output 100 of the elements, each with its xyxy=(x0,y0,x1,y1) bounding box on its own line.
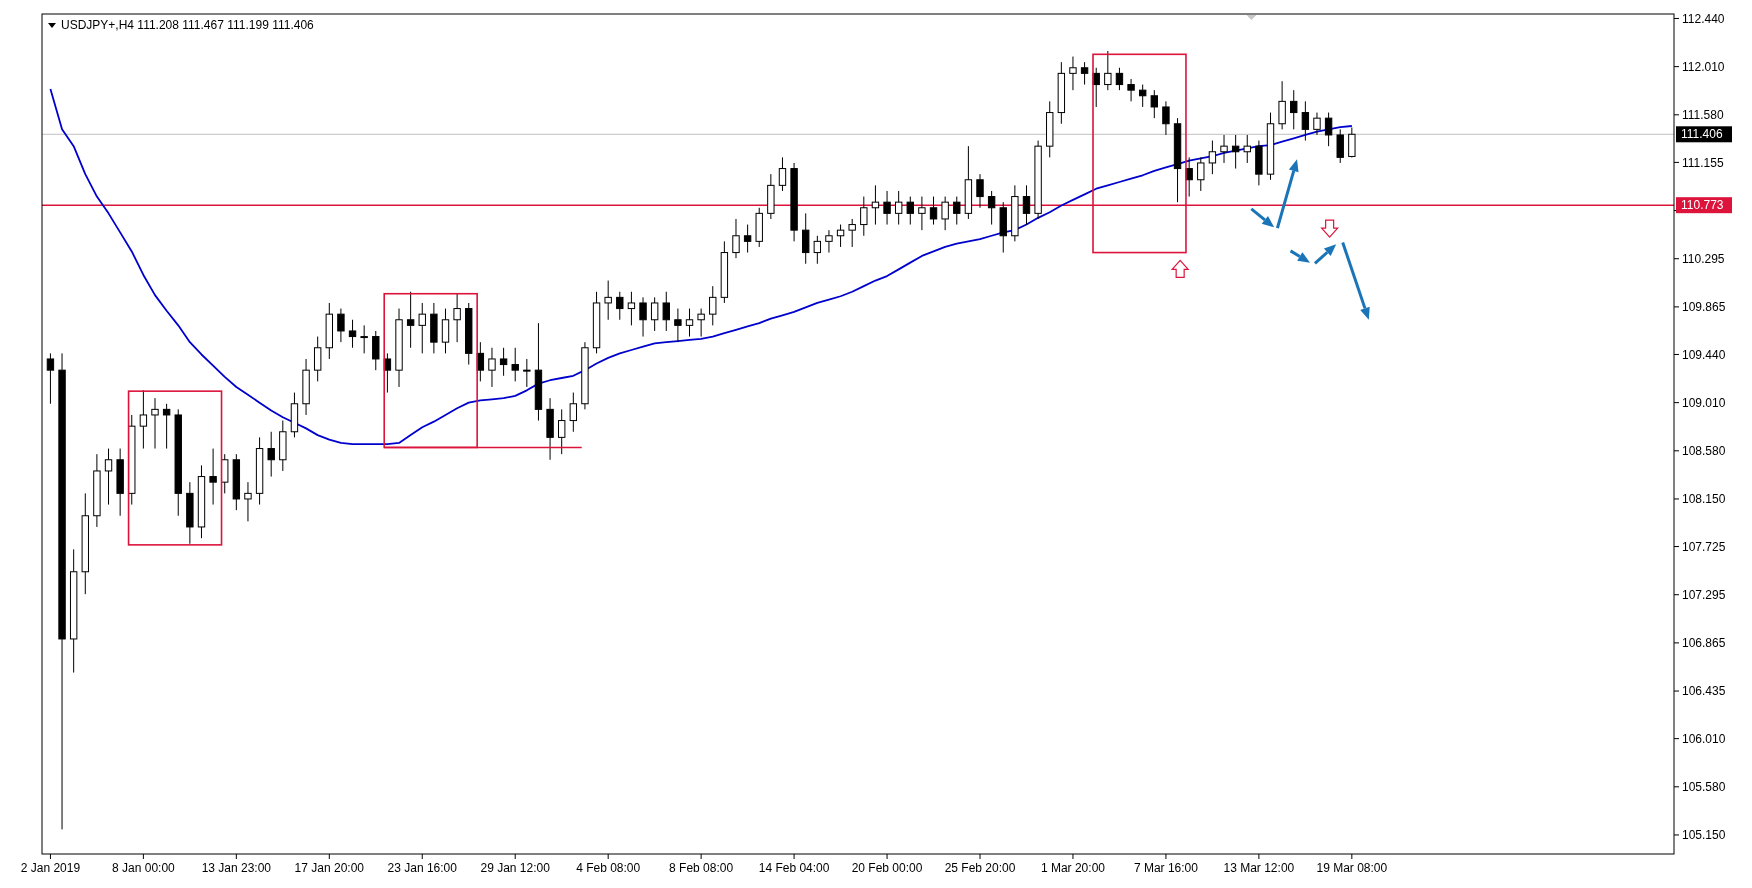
candlestick xyxy=(523,358,531,388)
candlestick xyxy=(406,291,415,349)
candlestick xyxy=(1022,184,1031,226)
candlestick xyxy=(511,347,519,382)
y-tick-label: 111.155 xyxy=(1682,155,1724,170)
x-tick-label: 2 Jan 2019 xyxy=(20,861,81,875)
x-tick-label: 25 Feb 20:00 xyxy=(944,861,1016,875)
y-tick-label: 110.295 xyxy=(1682,251,1725,266)
candlestick xyxy=(1220,134,1228,164)
candlestick xyxy=(1011,184,1019,242)
candlestick xyxy=(1046,100,1054,158)
y-tick-label: 112.440 xyxy=(1682,11,1725,26)
candlestick xyxy=(465,302,473,366)
candlestick xyxy=(325,302,333,360)
candlestick xyxy=(976,173,984,209)
y-tick-label: 109.865 xyxy=(1682,300,1726,315)
y-tick-label: 109.010 xyxy=(1682,395,1726,410)
candlestick xyxy=(244,481,252,522)
candlestick xyxy=(581,341,589,410)
candlestick xyxy=(1290,89,1298,130)
candlestick xyxy=(1243,134,1251,164)
candlestick xyxy=(1138,84,1147,108)
candlestick xyxy=(1150,89,1158,119)
candlestick xyxy=(267,431,275,478)
candlestick xyxy=(58,352,66,830)
x-tick-label: 19 Mar 08:00 xyxy=(1316,861,1388,875)
x-tick-label: 14 Feb 04:00 xyxy=(758,861,830,875)
candlestick xyxy=(778,156,787,192)
candlestick xyxy=(650,296,659,332)
candlestick xyxy=(1104,50,1112,91)
candlestick xyxy=(360,324,368,354)
candlestick xyxy=(743,224,752,254)
candlestick xyxy=(232,453,241,511)
candlestick xyxy=(685,308,694,338)
x-tick-label: 13 Mar 12:00 xyxy=(1223,861,1295,875)
candlestick xyxy=(1301,100,1310,142)
candlestick xyxy=(302,358,310,416)
chart-title: USDJPY+,H4 111.208 111.467 111.199 111.406 xyxy=(61,18,315,32)
candlestick xyxy=(499,347,508,377)
y-tick-label: 108.150 xyxy=(1682,492,1726,507)
candlestick xyxy=(964,145,973,220)
candlestick xyxy=(604,280,612,321)
candlestick xyxy=(558,408,566,455)
candlestick xyxy=(941,196,949,231)
candlestick xyxy=(1197,156,1205,192)
candlestick xyxy=(313,336,322,382)
candlestick xyxy=(546,397,554,461)
x-tick-label: 23 Jan 16:00 xyxy=(387,861,458,875)
candlestick xyxy=(534,322,543,422)
line-series xyxy=(49,88,1353,445)
candlestick xyxy=(662,291,670,332)
x-tick-label: 1 Mar 20:00 xyxy=(1040,861,1106,875)
x-tick-label: 8 Jan 00:00 xyxy=(112,861,176,875)
candlestick xyxy=(128,414,136,506)
candlestick xyxy=(1080,61,1089,86)
candlestick xyxy=(929,196,938,226)
candlestick xyxy=(825,229,833,254)
candlestick xyxy=(441,308,450,354)
ref-line-label: 111.406 xyxy=(1681,127,1723,142)
candlestick xyxy=(627,291,636,326)
y-tick-label: 111.580 xyxy=(1682,108,1724,122)
candlestick xyxy=(209,448,217,506)
candlestick xyxy=(616,291,624,321)
candlestick xyxy=(348,319,357,349)
candlestick xyxy=(999,201,1007,254)
candlestick xyxy=(488,347,496,388)
y-tick-label: 112.010 xyxy=(1682,59,1725,74)
candlestick xyxy=(569,392,578,433)
candlestick xyxy=(453,293,461,343)
candlestick xyxy=(116,448,124,517)
x-tick-label: 8 Feb 08:00 xyxy=(669,861,734,875)
candlestick xyxy=(372,330,380,371)
candlestick xyxy=(1348,126,1356,157)
candlestick xyxy=(592,291,601,354)
candlestick xyxy=(802,212,810,265)
candlestick xyxy=(1278,80,1286,130)
y-tick-label: 105.150 xyxy=(1682,828,1726,843)
candlestick xyxy=(1324,112,1333,147)
x-tick-label: 17 Jan 20:00 xyxy=(294,861,365,875)
candlestick xyxy=(674,308,682,343)
candlestick xyxy=(767,173,775,220)
x-tick-label: 29 Jan 12:00 xyxy=(480,861,551,875)
candlestick xyxy=(755,207,763,248)
candlestick xyxy=(139,389,148,450)
candlestick xyxy=(46,352,55,405)
candlestick xyxy=(1255,140,1263,186)
candlestick xyxy=(1057,61,1066,125)
x-tick-label: 13 Jan 23:00 xyxy=(201,861,272,875)
candlestick xyxy=(1127,78,1135,102)
y-tick-label: 107.295 xyxy=(1682,587,1726,602)
candlestick xyxy=(953,196,961,226)
candlestick xyxy=(1208,140,1217,175)
candlestick xyxy=(1266,112,1275,181)
candlestick xyxy=(1162,100,1170,136)
candlestick xyxy=(1115,67,1124,91)
candlestick xyxy=(290,392,299,438)
candlestick xyxy=(279,420,287,472)
candlestick xyxy=(81,492,89,595)
candlestick xyxy=(69,548,78,674)
candlestick xyxy=(1034,140,1042,220)
